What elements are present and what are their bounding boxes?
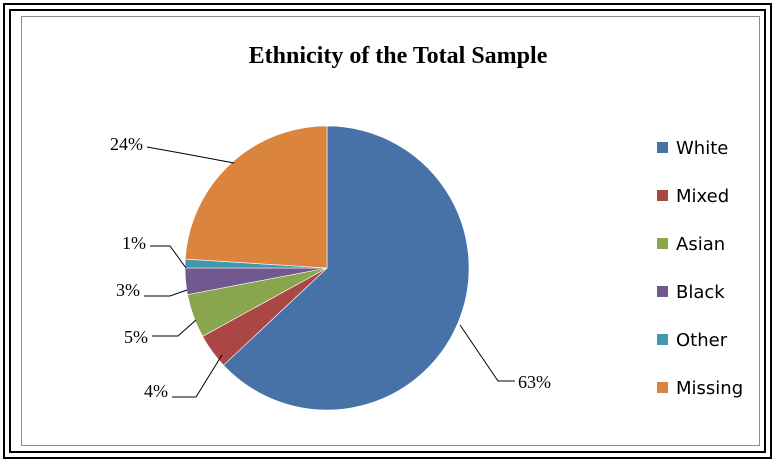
chart-title: Ethnicity of the Total Sample [249,43,548,69]
data-labels: 63% 4% 5% 3% 1% 24% [110,134,551,401]
leader-line-asian [152,319,197,337]
legend-label-other: Other [676,330,728,351]
chart-area-border [21,16,760,446]
leader-line-mixed [172,354,223,398]
data-label-asian: 5% [124,327,148,347]
legend-swatch-missing [657,382,668,393]
leader-lines [144,146,515,398]
leader-line-missing [146,146,235,164]
data-label-other: 1% [122,233,146,253]
legend-label-black: Black [676,282,725,303]
pie-slice-missing [184,125,328,269]
legend-label-missing: Missing [676,378,743,399]
legend-swatch-white [657,142,668,153]
legend-label-white: White [676,138,728,159]
leader-line-other [150,245,187,269]
data-label-missing: 24% [110,134,143,154]
data-label-black: 3% [116,280,140,300]
leader-line-black [144,289,188,297]
outer-frame [3,3,772,459]
legend-swatch-black [657,286,668,297]
legend: White Mixed Asian Black Other Missing [657,138,743,399]
leader-line-white [459,324,515,382]
pie-slice-white [223,125,470,411]
legend-label-mixed: Mixed [676,186,729,207]
legend-swatch-mixed [657,190,668,201]
legend-label-asian: Asian [676,234,725,255]
legend-swatch-asian [657,238,668,249]
data-label-mixed: 4% [144,381,168,401]
legend-swatch-other [657,334,668,345]
pie-slices [184,125,470,411]
data-label-white: 63% [518,372,551,392]
inner-frame [9,9,766,453]
